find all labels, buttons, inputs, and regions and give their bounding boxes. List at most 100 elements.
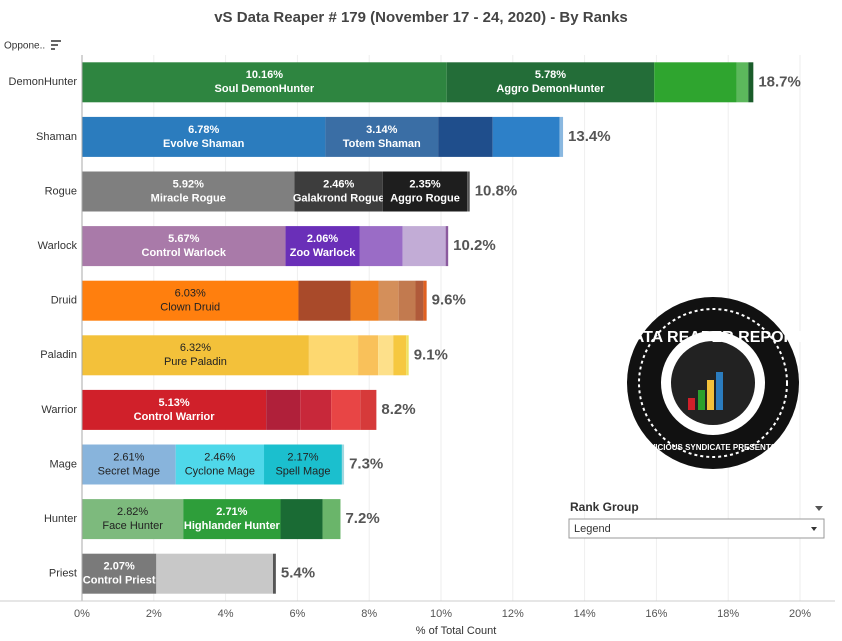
segment-value-label: 5.67% [168, 233, 199, 245]
bar-segment [82, 226, 286, 267]
bar-segment [492, 116, 560, 157]
column-header: Oppone.. [4, 41, 45, 52]
filter-selected: Legend [574, 523, 611, 535]
bar-segment [654, 62, 737, 103]
segment-value-label: 2.61% [113, 451, 144, 463]
segment-value-label: 6.78% [188, 124, 219, 136]
bar-segment [294, 171, 383, 212]
segment-value-label: 2.46% [323, 178, 354, 190]
bar-segment [82, 280, 299, 321]
segment-name-label: Evolve Shaman [163, 138, 245, 150]
bar-segment [415, 280, 424, 321]
segment-value-label: 2.17% [287, 451, 318, 463]
bar-segment [300, 389, 332, 430]
bar-segment [358, 335, 379, 376]
x-axis-label: % of Total Count [416, 625, 497, 637]
y-tick-label: Rogue [45, 185, 77, 197]
y-tick-label: DemonHunter [9, 76, 78, 88]
logo: DATA REAPER REPORT VICIOUS SYNDICATE PRE… [621, 297, 805, 469]
bar-segment [467, 171, 470, 212]
logo-subtitle: VICIOUS SYNDICATE PRESENTS [650, 443, 777, 452]
y-tick-label: Paladin [40, 349, 77, 361]
total-label: 10.2% [453, 237, 496, 254]
bar-segment [285, 226, 360, 267]
bar-segment [359, 226, 403, 267]
bar-segment [748, 62, 754, 103]
bar-segment [183, 499, 281, 540]
segment-value-label: 2.71% [216, 506, 247, 518]
bar-segment [445, 226, 449, 267]
filter-title: Rank Group [570, 500, 639, 514]
bar-segment [266, 389, 301, 430]
segment-value-label: 6.32% [180, 342, 211, 354]
total-label: 7.2% [345, 510, 379, 527]
segment-value-label: 2.46% [204, 451, 235, 463]
x-tick-label: 2% [146, 608, 162, 620]
bar-segment [393, 335, 407, 376]
bar-segment [82, 171, 295, 212]
total-label: 5.4% [281, 565, 315, 582]
segment-name-label: Aggro Rogue [390, 192, 460, 204]
filter: Rank Group Legend [568, 500, 825, 539]
bar-segment [156, 553, 273, 594]
bar-segment [378, 280, 399, 321]
y-tick-label: Shaman [36, 131, 77, 143]
total-label: 8.2% [381, 401, 415, 418]
x-tick-label: 0% [74, 608, 90, 620]
chart-title: vS Data Reaper # 179 (November 17 - 24, … [214, 9, 628, 26]
segment-name-label: Galakrond Rogue [293, 192, 385, 204]
segment-name-label: Face Hunter [102, 520, 163, 532]
x-tick-label: 16% [645, 608, 667, 620]
bar-segment [736, 62, 749, 103]
sort-icon[interactable] [51, 40, 61, 50]
y-tick-label: Druid [51, 295, 77, 307]
total-label: 9.6% [432, 292, 466, 309]
segment-value-label: 5.13% [158, 397, 189, 409]
segment-name-label: Totem Shaman [343, 138, 421, 150]
y-tick-label: Priest [49, 568, 77, 580]
total-label: 9.1% [414, 346, 448, 363]
x-tick-label: 14% [574, 608, 596, 620]
segment-value-label: 10.16% [246, 69, 284, 81]
x-tick-label: 8% [361, 608, 377, 620]
bar-segment [331, 389, 361, 430]
total-label: 18.7% [758, 73, 801, 90]
segment-name-label: Zoo Warlock [290, 247, 356, 259]
bar-segment [438, 116, 493, 157]
bar-segment [423, 280, 427, 321]
segment-value-label: 3.14% [366, 124, 397, 136]
x-tick-label: 20% [789, 608, 811, 620]
segment-value-label: 2.35% [409, 178, 440, 190]
bar-segment [559, 116, 564, 157]
bar-segment [322, 499, 341, 540]
segment-name-label: Control Priest [83, 575, 156, 587]
x-tick-label: 18% [717, 608, 739, 620]
segment-name-label: Spell Mage [275, 465, 330, 477]
bar-segment [406, 335, 409, 376]
bar-segment [382, 171, 468, 212]
segment-value-label: 2.82% [117, 506, 148, 518]
segment-name-label: Aggro DemonHunter [496, 83, 605, 95]
bar-segment [82, 444, 176, 485]
bar-segment [82, 553, 157, 594]
y-tick-label: Hunter [44, 513, 77, 525]
filter-dropdown[interactable] [568, 518, 825, 539]
bar-segment [360, 389, 377, 430]
bar-segment [82, 62, 447, 103]
segment-name-label: Soul DemonHunter [215, 83, 315, 95]
segment-name-label: Miracle Rogue [151, 192, 226, 204]
bar-segment [264, 444, 342, 485]
y-tick-label: Warrior [41, 404, 77, 416]
x-tick-label: 10% [430, 608, 452, 620]
segment-name-label: Clown Druid [160, 302, 220, 314]
bar-segment [272, 553, 276, 594]
segment-value-label: 6.03% [175, 288, 206, 300]
filter-menu-arrow[interactable] [815, 506, 823, 511]
bar-segment [280, 499, 323, 540]
bar-segment [446, 62, 655, 103]
bar-segment [398, 280, 416, 321]
bar-segment [298, 280, 351, 321]
y-tick-label: Warlock [38, 240, 78, 252]
total-label: 10.8% [475, 182, 518, 199]
